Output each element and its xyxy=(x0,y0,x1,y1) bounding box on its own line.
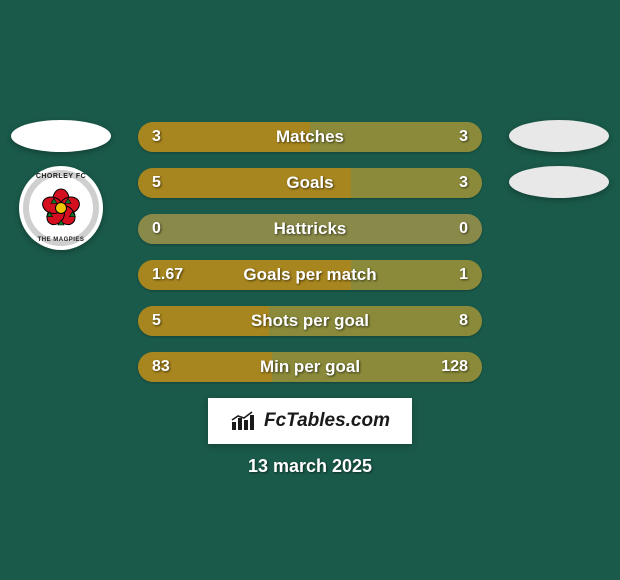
stat-bar: 5 8 Shots per goal xyxy=(138,306,482,336)
stat-bar: 1.67 1 Goals per match xyxy=(138,260,482,290)
bar-value-left: 1.67 xyxy=(152,266,183,284)
bar-value-right: 128 xyxy=(441,358,468,376)
bar-value-right: 3 xyxy=(459,174,468,192)
bar-label: Goals per match xyxy=(243,265,376,285)
badge-bot-text: THE MAGPIES xyxy=(19,237,103,243)
right-nation-oval-1 xyxy=(509,120,609,152)
right-nation-oval-2 xyxy=(509,166,609,198)
stat-bar: 0 0 Hattricks xyxy=(138,214,482,244)
watermark-text: FcTables.com xyxy=(264,410,390,432)
bar-value-left: 5 xyxy=(152,174,161,192)
bar-label: Goals xyxy=(286,173,333,193)
stat-bars: 3 3 Matches 5 3 Goals 0 0 Hattricks 1.67 1 Goals pe… xyxy=(138,122,482,382)
watermark[interactable]: FcTables.com xyxy=(208,398,412,444)
bar-value-left: 83 xyxy=(152,358,170,376)
rose-icon xyxy=(41,188,81,228)
root: Touray vs Chambers Club competitions, Se… xyxy=(0,0,620,580)
bar-label: Matches xyxy=(276,127,344,147)
bar-value-right: 8 xyxy=(459,312,468,330)
date-text: 13 march 2025 xyxy=(0,456,620,477)
bar-value-left: 0 xyxy=(152,220,161,238)
right-badge-column xyxy=(504,120,614,198)
bar-value-right: 1 xyxy=(459,266,468,284)
stat-bar: 83 128 Min per goal xyxy=(138,352,482,382)
left-badge-column: CHORLEY FC THE MAGPIES xyxy=(6,120,116,250)
left-club-badge: CHORLEY FC THE MAGPIES xyxy=(19,166,103,250)
bar-label: Shots per goal xyxy=(251,311,369,331)
badge-inner xyxy=(35,182,87,234)
bar-value-right: 3 xyxy=(459,128,468,146)
badge-top-text: CHORLEY FC xyxy=(19,173,103,180)
chart-icon xyxy=(230,410,254,432)
bar-value-left: 3 xyxy=(152,128,161,146)
bar-label: Hattricks xyxy=(274,219,347,239)
stat-bar: 5 3 Goals xyxy=(138,168,482,198)
left-nation-oval xyxy=(11,120,111,152)
bar-value-right: 0 xyxy=(459,220,468,238)
bar-label: Min per goal xyxy=(260,357,360,377)
stat-bar: 3 3 Matches xyxy=(138,122,482,152)
bar-value-left: 5 xyxy=(152,312,161,330)
